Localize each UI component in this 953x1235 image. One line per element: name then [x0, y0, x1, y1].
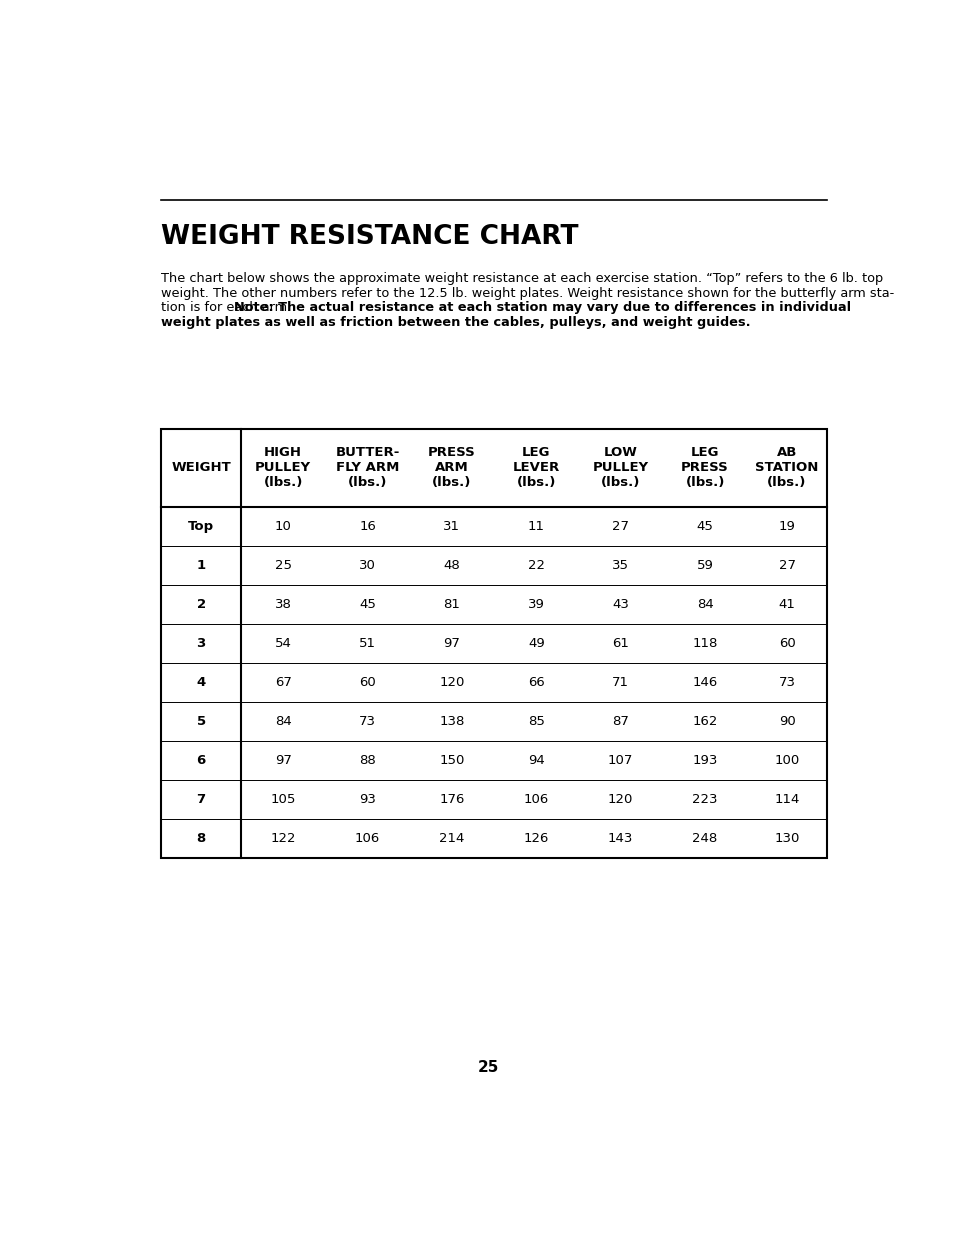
- Text: 126: 126: [523, 831, 548, 845]
- Text: 48: 48: [443, 558, 459, 572]
- Text: 223: 223: [692, 793, 717, 805]
- Text: 107: 107: [607, 753, 633, 767]
- Text: 248: 248: [692, 831, 717, 845]
- Text: 73: 73: [358, 715, 375, 727]
- Text: 97: 97: [443, 637, 460, 650]
- Text: 120: 120: [607, 793, 633, 805]
- Text: 45: 45: [696, 520, 713, 532]
- Text: 25: 25: [477, 1061, 499, 1076]
- Text: 60: 60: [778, 637, 795, 650]
- Text: 59: 59: [696, 558, 713, 572]
- Text: 25: 25: [274, 558, 292, 572]
- Text: 2: 2: [196, 598, 206, 610]
- Text: 61: 61: [612, 637, 628, 650]
- Text: 38: 38: [274, 598, 292, 610]
- Text: 6: 6: [196, 753, 206, 767]
- Text: LEG
LEVER
(lbs.): LEG LEVER (lbs.): [512, 446, 559, 489]
- Text: 30: 30: [358, 558, 375, 572]
- Text: 84: 84: [696, 598, 713, 610]
- Text: 51: 51: [358, 637, 375, 650]
- Text: 81: 81: [443, 598, 460, 610]
- Text: 150: 150: [438, 753, 464, 767]
- Text: 67: 67: [274, 676, 292, 689]
- Text: Note: The actual resistance at each station may vary due to differences in indiv: Note: The actual resistance at each stat…: [233, 301, 850, 314]
- Text: AB
STATION
(lbs.): AB STATION (lbs.): [755, 446, 818, 489]
- Text: 3: 3: [196, 637, 206, 650]
- Text: 114: 114: [774, 793, 799, 805]
- Text: weight. The other numbers refer to the 12.5 lb. weight plates. Weight resistance: weight. The other numbers refer to the 1…: [161, 287, 894, 300]
- Text: 49: 49: [527, 637, 544, 650]
- Text: 93: 93: [358, 793, 375, 805]
- Text: 90: 90: [778, 715, 795, 727]
- Bar: [161, 429, 826, 857]
- Text: BUTTER-
FLY ARM
(lbs.): BUTTER- FLY ARM (lbs.): [335, 446, 399, 489]
- Text: WEIGHT: WEIGHT: [172, 461, 231, 474]
- Text: 97: 97: [274, 753, 292, 767]
- Text: 5: 5: [196, 715, 206, 727]
- Text: 88: 88: [358, 753, 375, 767]
- Text: 85: 85: [527, 715, 544, 727]
- Text: PRESS
ARM
(lbs.): PRESS ARM (lbs.): [428, 446, 476, 489]
- Text: Top: Top: [188, 520, 214, 532]
- Text: LEG
PRESS
(lbs.): LEG PRESS (lbs.): [680, 446, 728, 489]
- Text: 146: 146: [692, 676, 717, 689]
- Text: weight plates as well as friction between the cables, pulleys, and weight guides: weight plates as well as friction betwee…: [161, 316, 750, 329]
- Text: The chart below shows the approximate weight resistance at each exercise station: The chart below shows the approximate we…: [161, 272, 882, 285]
- Text: 87: 87: [612, 715, 628, 727]
- Text: 11: 11: [527, 520, 544, 532]
- Text: 41: 41: [778, 598, 795, 610]
- Text: 162: 162: [692, 715, 717, 727]
- Text: 31: 31: [443, 520, 460, 532]
- Text: 120: 120: [438, 676, 464, 689]
- Text: 66: 66: [527, 676, 544, 689]
- Text: 4: 4: [196, 676, 206, 689]
- Text: WEIGHT RESISTANCE CHART: WEIGHT RESISTANCE CHART: [161, 225, 578, 251]
- Text: 100: 100: [774, 753, 799, 767]
- Text: 39: 39: [527, 598, 544, 610]
- Text: 122: 122: [270, 831, 295, 845]
- Text: 27: 27: [778, 558, 795, 572]
- Text: 73: 73: [778, 676, 795, 689]
- Text: 71: 71: [612, 676, 629, 689]
- Text: 176: 176: [438, 793, 464, 805]
- Text: 16: 16: [358, 520, 375, 532]
- Text: 130: 130: [774, 831, 799, 845]
- Text: tion is for each arm.: tion is for each arm.: [161, 301, 295, 314]
- Text: LOW
PULLEY
(lbs.): LOW PULLEY (lbs.): [592, 446, 648, 489]
- Text: 84: 84: [274, 715, 292, 727]
- Text: 143: 143: [607, 831, 633, 845]
- Text: 54: 54: [274, 637, 292, 650]
- Text: 22: 22: [527, 558, 544, 572]
- Text: 7: 7: [196, 793, 206, 805]
- Text: HIGH
PULLEY
(lbs.): HIGH PULLEY (lbs.): [254, 446, 311, 489]
- Text: 118: 118: [692, 637, 717, 650]
- Text: 106: 106: [355, 831, 379, 845]
- Text: 19: 19: [778, 520, 795, 532]
- Text: 35: 35: [612, 558, 629, 572]
- Text: 45: 45: [358, 598, 375, 610]
- Text: 1: 1: [196, 558, 206, 572]
- Text: 27: 27: [612, 520, 629, 532]
- Text: 105: 105: [270, 793, 295, 805]
- Text: 138: 138: [438, 715, 464, 727]
- Text: 193: 193: [692, 753, 717, 767]
- Text: 214: 214: [438, 831, 464, 845]
- Text: 43: 43: [612, 598, 628, 610]
- Text: 106: 106: [523, 793, 548, 805]
- Text: 8: 8: [196, 831, 206, 845]
- Text: 10: 10: [274, 520, 292, 532]
- Text: 94: 94: [527, 753, 544, 767]
- Text: 60: 60: [358, 676, 375, 689]
